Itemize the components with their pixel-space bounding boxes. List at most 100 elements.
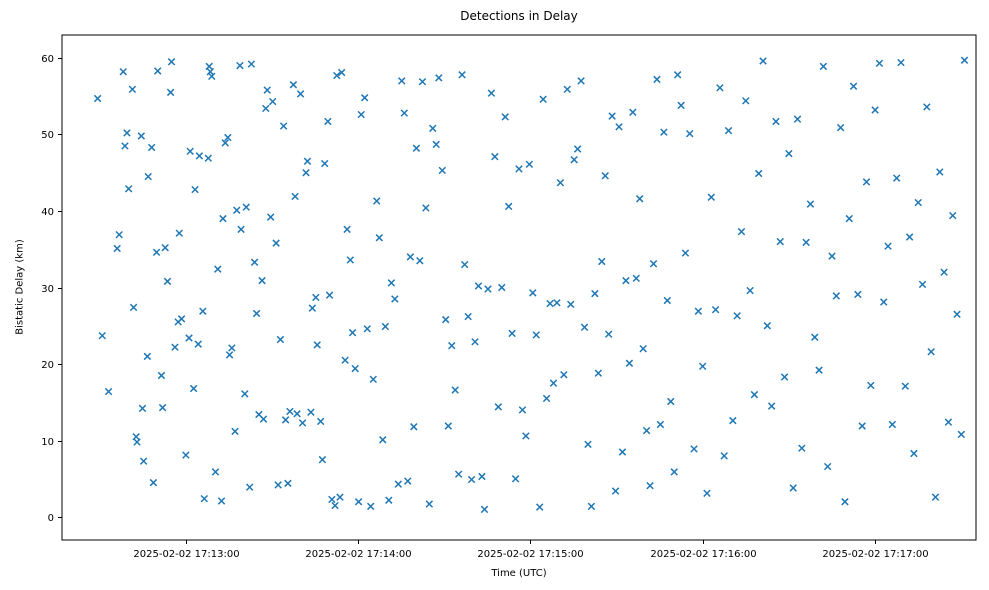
data-point-marker bbox=[195, 152, 204, 160]
data-point-marker bbox=[194, 340, 202, 348]
data-point-marker bbox=[615, 123, 623, 131]
data-point-marker bbox=[897, 58, 905, 67]
data-point-marker bbox=[529, 289, 537, 297]
data-point-marker bbox=[464, 312, 472, 321]
data-point-marker bbox=[604, 330, 613, 338]
data-point-marker bbox=[901, 382, 910, 390]
data-point-marker bbox=[438, 166, 446, 175]
data-point-marker bbox=[316, 417, 325, 426]
data-point-marker bbox=[247, 60, 256, 68]
data-point-marker bbox=[948, 211, 957, 220]
data-point-marker bbox=[435, 74, 443, 82]
data-point-marker bbox=[931, 493, 940, 501]
data-point-marker bbox=[454, 470, 463, 478]
data-point-marker bbox=[432, 140, 440, 149]
data-point-marker bbox=[918, 280, 927, 289]
data-point-marker bbox=[772, 117, 780, 126]
data-point-marker bbox=[522, 432, 530, 440]
data-point-marker bbox=[511, 475, 520, 483]
x-tick-label: 2025-02-02 17:14:00 bbox=[305, 549, 411, 560]
data-point-marker bbox=[539, 95, 547, 104]
data-point-marker bbox=[124, 185, 133, 193]
data-point-marker bbox=[480, 505, 489, 514]
data-point-marker bbox=[776, 237, 784, 246]
data-point-marker bbox=[733, 312, 741, 320]
data-point-marker bbox=[191, 185, 199, 194]
data-point-marker bbox=[560, 370, 568, 379]
data-point-marker bbox=[328, 495, 336, 504]
y-tick-label: 50 bbox=[41, 130, 54, 141]
data-point-marker bbox=[542, 394, 551, 403]
data-point-marker bbox=[498, 283, 506, 292]
data-point-marker bbox=[910, 449, 918, 458]
data-point-marker bbox=[308, 304, 317, 312]
data-point-marker bbox=[333, 71, 341, 80]
data-point-marker bbox=[149, 478, 158, 487]
data-point-marker bbox=[849, 82, 858, 90]
data-point-marker bbox=[363, 325, 371, 333]
data-point-marker bbox=[341, 356, 349, 364]
data-point-marker bbox=[759, 57, 767, 65]
data-point-marker bbox=[375, 234, 384, 242]
data-point-marker bbox=[177, 315, 186, 323]
data-point-marker bbox=[646, 481, 654, 490]
data-point-marker bbox=[746, 286, 754, 295]
data-point-marker bbox=[716, 84, 724, 92]
data-point-marker bbox=[642, 426, 651, 435]
data-point-marker bbox=[205, 62, 213, 71]
data-point-marker bbox=[698, 362, 707, 371]
data-point-marker bbox=[221, 139, 229, 147]
data-point-marker bbox=[653, 75, 661, 84]
data-point-marker bbox=[123, 129, 131, 137]
data-point-marker bbox=[871, 106, 879, 114]
data-point-marker bbox=[563, 85, 572, 94]
data-point-marker bbox=[163, 277, 172, 286]
data-point-marker bbox=[591, 289, 599, 298]
data-point-marker bbox=[573, 145, 582, 153]
data-point-marker bbox=[147, 143, 156, 152]
data-point-marker bbox=[867, 381, 875, 390]
data-point-marker bbox=[862, 178, 871, 186]
data-point-marker bbox=[139, 457, 148, 465]
data-point-marker bbox=[252, 309, 261, 318]
data-point-marker bbox=[128, 85, 137, 94]
data-point-marker bbox=[767, 402, 776, 410]
data-point-marker bbox=[556, 178, 565, 187]
data-point-marker bbox=[670, 468, 678, 476]
y-tick-label: 0 bbox=[48, 513, 54, 524]
data-point-marker bbox=[567, 300, 575, 309]
data-point-marker bbox=[471, 338, 479, 346]
data-point-marker bbox=[313, 341, 321, 349]
data-point-marker bbox=[474, 282, 483, 290]
data-point-marker bbox=[656, 420, 665, 429]
data-point-marker bbox=[580, 323, 589, 332]
data-point-marker bbox=[346, 256, 355, 264]
data-point-marker bbox=[104, 387, 113, 396]
data-point-marker bbox=[242, 203, 250, 211]
data-point-marker bbox=[789, 484, 797, 492]
data-point-marker bbox=[720, 452, 728, 460]
data-point-marker bbox=[325, 291, 334, 299]
data-point-marker bbox=[336, 493, 344, 501]
data-point-marker bbox=[535, 503, 544, 511]
data-point-marker bbox=[632, 274, 640, 283]
data-point-marker bbox=[806, 200, 815, 208]
data-point-marker bbox=[836, 123, 845, 132]
data-point-marker bbox=[93, 94, 102, 103]
data-point-marker bbox=[231, 427, 239, 436]
data-point-marker bbox=[166, 88, 175, 97]
data-point-marker bbox=[858, 422, 866, 430]
data-point-marker bbox=[331, 501, 339, 510]
data-point-marker bbox=[113, 244, 121, 253]
x-axis-label: Time (UTC) bbox=[491, 568, 547, 579]
data-point-marker bbox=[119, 67, 127, 76]
data-point-marker bbox=[923, 103, 931, 111]
data-point-marker bbox=[707, 193, 716, 201]
data-point-marker bbox=[649, 260, 658, 268]
data-point-marker bbox=[667, 397, 675, 406]
data-point-marker bbox=[892, 174, 901, 182]
data-point-marker bbox=[905, 233, 914, 241]
data-point-marker bbox=[307, 408, 315, 416]
data-point-marker bbox=[927, 348, 935, 356]
